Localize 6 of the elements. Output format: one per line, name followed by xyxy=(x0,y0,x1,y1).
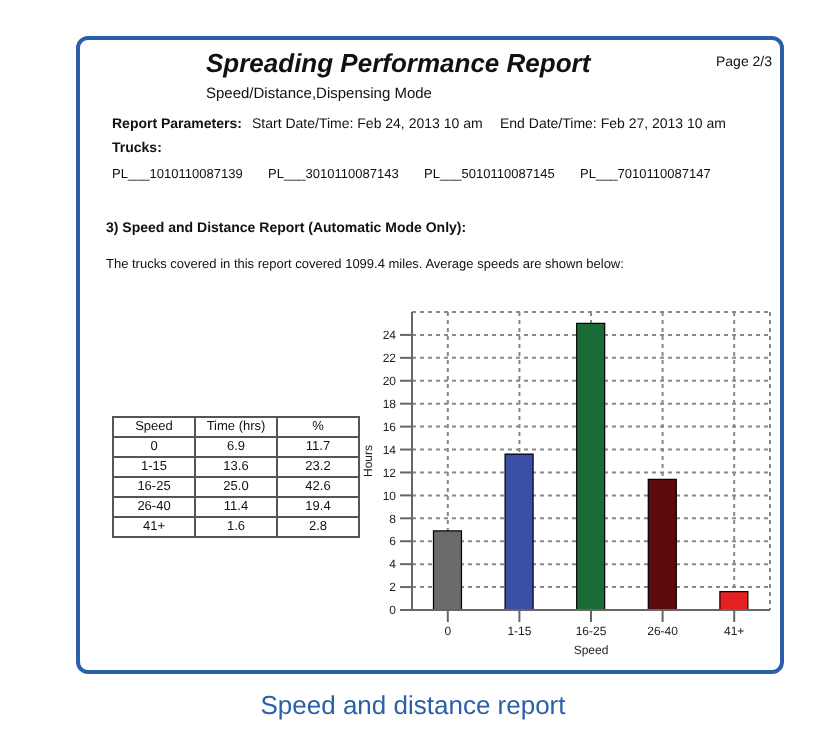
bar xyxy=(504,453,534,610)
text: Spreading Performance Report xyxy=(206,48,591,78)
bar xyxy=(719,591,749,610)
bar xyxy=(647,478,677,610)
text: Speed and distance report xyxy=(258,690,568,720)
bar xyxy=(576,322,606,610)
